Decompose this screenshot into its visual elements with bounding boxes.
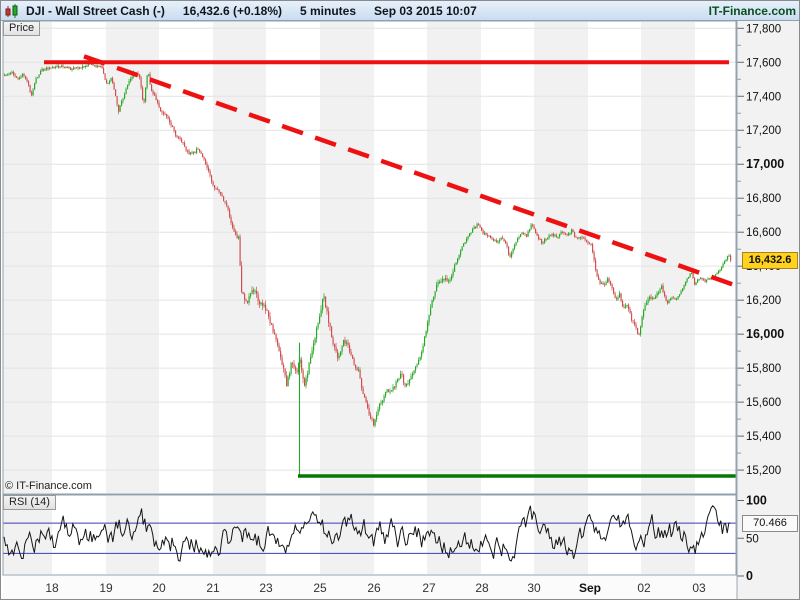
svg-text:30: 30 xyxy=(527,581,541,595)
svg-text:Sep: Sep xyxy=(579,581,601,595)
svg-text:26: 26 xyxy=(367,581,381,595)
header-bar: DJI - Wall Street Cash (-) 16,432.6 (+0.… xyxy=(1,1,799,21)
svg-text:02: 02 xyxy=(637,581,651,595)
svg-text:21: 21 xyxy=(206,581,220,595)
svg-text:15,600: 15,600 xyxy=(746,397,781,409)
svg-text:28: 28 xyxy=(475,581,489,595)
svg-text:17,000: 17,000 xyxy=(746,157,784,171)
svg-text:15,800: 15,800 xyxy=(746,363,781,375)
rsi-pane-tab[interactable]: RSI (14) xyxy=(3,495,56,510)
datetime-label: Sep 03 2015 10:07 xyxy=(374,3,477,18)
svg-text:17,200: 17,200 xyxy=(746,125,781,137)
time-axis[interactable] xyxy=(3,576,736,599)
svg-text:16,600: 16,600 xyxy=(746,227,781,239)
interval-label: 5 minutes xyxy=(300,3,357,18)
svg-text:17,800: 17,800 xyxy=(746,23,781,35)
last-quote: 16,432.6 (+0.18%) xyxy=(182,3,282,18)
price-pane-tab[interactable]: Price xyxy=(3,21,41,36)
svg-text:16,000: 16,000 xyxy=(746,327,784,341)
svg-text:15,200: 15,200 xyxy=(746,465,781,477)
price-axis[interactable] xyxy=(737,21,799,575)
svg-text:16,200: 16,200 xyxy=(746,295,781,307)
price-chart-canvas[interactable] xyxy=(3,21,736,494)
svg-text:15,400: 15,400 xyxy=(746,431,781,443)
svg-text:03: 03 xyxy=(692,581,706,595)
rsi-value-badge: 70.466 xyxy=(742,515,798,532)
svg-text:27: 27 xyxy=(422,581,436,595)
svg-text:18: 18 xyxy=(45,581,59,595)
svg-text:23: 23 xyxy=(259,581,273,595)
svg-text:0: 0 xyxy=(746,569,753,583)
svg-text:17,600: 17,600 xyxy=(746,57,781,69)
svg-text:50: 50 xyxy=(746,533,759,545)
svg-text:17,400: 17,400 xyxy=(746,91,781,103)
copyright-watermark: © IT-Finance.com xyxy=(5,480,92,492)
brand-link[interactable]: IT-Finance.com xyxy=(708,3,796,18)
svg-text:20: 20 xyxy=(152,581,166,595)
svg-text:100: 100 xyxy=(746,494,767,508)
svg-text:19: 19 xyxy=(99,581,113,595)
svg-text:25: 25 xyxy=(313,581,327,595)
rsi-chart-canvas[interactable] xyxy=(3,495,736,575)
last-price-badge: 16,432.6 xyxy=(742,252,798,269)
instrument-title: DJI - Wall Street Cash (-) xyxy=(26,3,165,18)
svg-text:16,800: 16,800 xyxy=(746,193,781,205)
candlestick-icon xyxy=(4,3,20,19)
